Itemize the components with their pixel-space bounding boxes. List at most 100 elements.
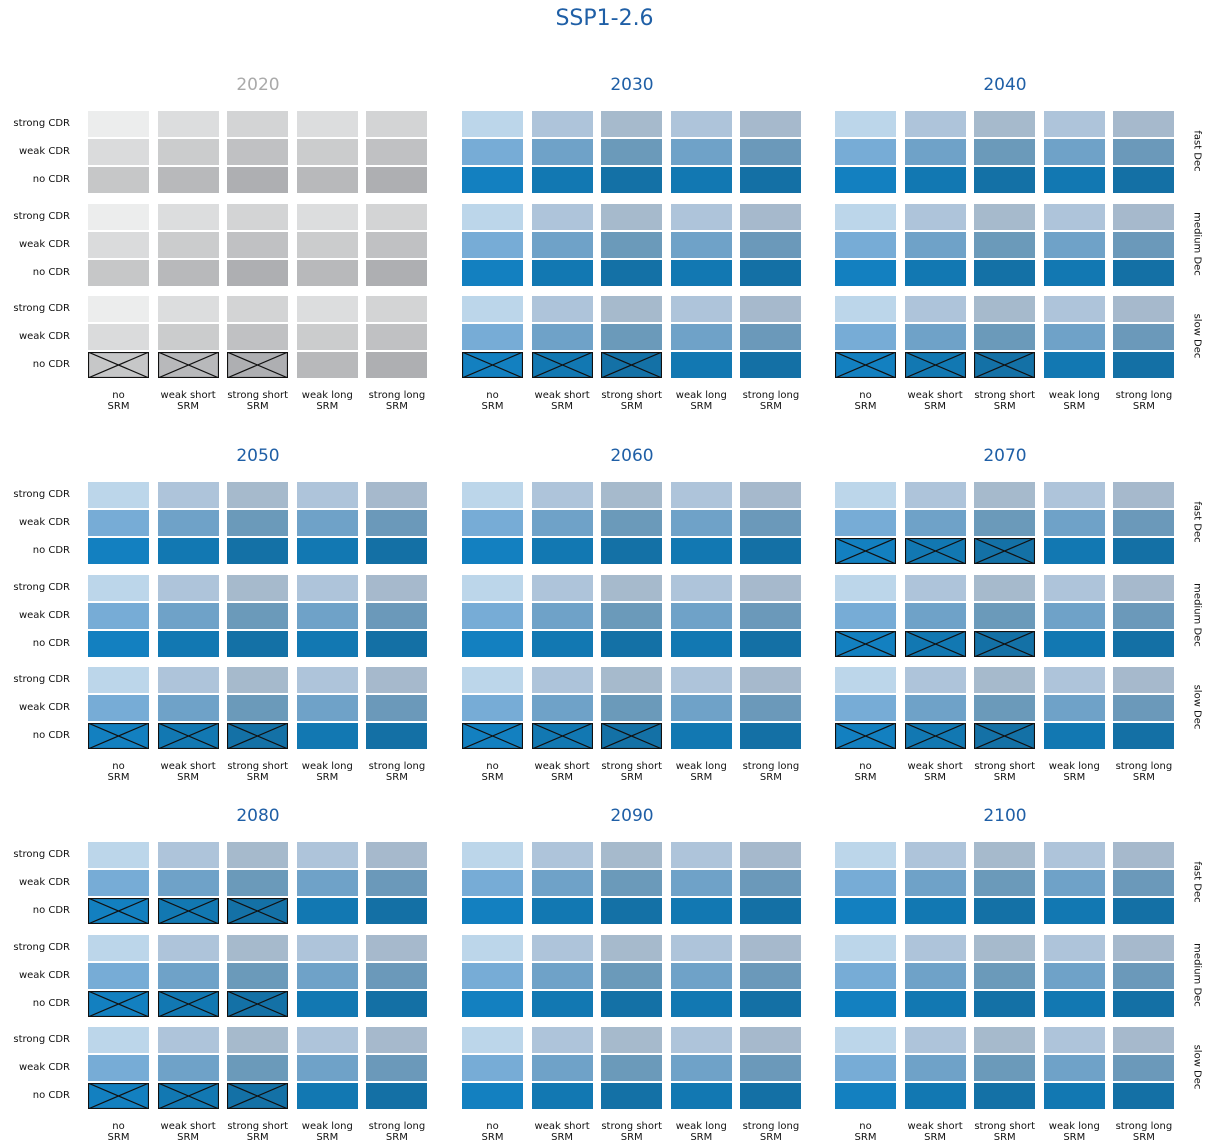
cell — [531, 842, 593, 868]
column-label: strong long SRM — [742, 761, 800, 783]
cell — [740, 898, 802, 924]
cell — [296, 667, 358, 693]
cross — [157, 898, 219, 924]
row-label: no CDR — [32, 359, 70, 370]
column-label: no SRM — [107, 390, 130, 412]
cross — [462, 352, 523, 378]
cell — [366, 630, 428, 657]
cell — [296, 723, 358, 749]
cross — [88, 352, 149, 378]
cell — [227, 695, 289, 721]
cell — [88, 574, 149, 601]
cell — [531, 990, 593, 1017]
cell — [904, 324, 966, 350]
cell — [1113, 574, 1175, 601]
panel-title: 2060 — [610, 446, 654, 466]
cell — [670, 324, 732, 350]
cell — [670, 167, 732, 193]
cell — [974, 723, 1036, 749]
cell — [88, 842, 149, 868]
cell — [1043, 667, 1105, 693]
cell — [157, 324, 219, 350]
column-label: no SRM — [481, 390, 504, 412]
cell — [531, 898, 593, 924]
cell — [1113, 723, 1175, 749]
cell — [531, 934, 593, 961]
cell — [601, 538, 663, 564]
cell — [88, 630, 149, 657]
cell — [835, 934, 896, 961]
cross — [157, 723, 219, 749]
cell — [531, 1027, 593, 1053]
cell — [462, 231, 523, 258]
column-label: weak long SRM — [675, 1121, 727, 1143]
group-label: slow Dec — [1191, 684, 1203, 730]
cell — [974, 482, 1036, 508]
cell — [974, 1027, 1036, 1053]
cell — [296, 510, 358, 536]
cell — [1043, 962, 1105, 989]
cross — [227, 723, 289, 749]
cell — [904, 934, 966, 961]
cross — [835, 630, 896, 657]
cell — [88, 296, 149, 322]
cell — [1043, 1055, 1105, 1081]
cell — [904, 962, 966, 989]
cell — [904, 111, 966, 137]
cell — [601, 574, 663, 601]
cell — [462, 1055, 523, 1081]
column-label: strong short SRM — [227, 390, 289, 412]
cell — [904, 1027, 966, 1053]
cell — [974, 602, 1036, 629]
cell — [366, 231, 428, 258]
column-label: strong long SRM — [368, 390, 426, 412]
cell — [740, 870, 802, 896]
column-label: strong short SRM — [974, 390, 1036, 412]
cell — [835, 1055, 896, 1081]
cell — [157, 259, 219, 286]
cell — [1113, 538, 1175, 564]
cross — [974, 352, 1036, 378]
cell — [462, 324, 523, 350]
cell — [1043, 990, 1105, 1017]
cell — [157, 602, 219, 629]
cell — [88, 1027, 149, 1053]
column-label: weak short SRM — [534, 390, 590, 412]
cell — [740, 695, 802, 721]
group-label: slow Dec — [1191, 313, 1203, 359]
cell — [740, 111, 802, 137]
cell — [1043, 602, 1105, 629]
row-label: no CDR — [32, 637, 70, 649]
cell — [157, 1055, 219, 1081]
cell — [974, 324, 1036, 350]
cell — [670, 139, 732, 165]
column-label: weak short SRM — [534, 1121, 590, 1143]
cell — [974, 538, 1036, 564]
cell — [601, 602, 663, 629]
cell — [531, 231, 593, 258]
column-label: strong short SRM — [601, 390, 663, 412]
cell — [1113, 1083, 1175, 1109]
cell — [974, 231, 1036, 258]
cell — [1043, 352, 1105, 378]
cell — [88, 934, 149, 961]
cell — [296, 167, 358, 193]
cell — [670, 111, 732, 137]
cell — [227, 111, 289, 137]
cell — [601, 296, 663, 322]
cell — [531, 723, 593, 749]
cell — [1043, 1083, 1105, 1109]
cell — [740, 203, 802, 230]
column-label: strong short SRM — [227, 761, 289, 783]
cell — [601, 203, 663, 230]
cell — [1043, 574, 1105, 601]
column-label: no SRM — [107, 761, 130, 783]
cell — [1113, 990, 1175, 1017]
cell — [227, 324, 289, 350]
cross — [88, 990, 149, 1017]
cell — [531, 203, 593, 230]
cell — [670, 667, 732, 693]
cell — [740, 842, 802, 868]
cell — [227, 934, 289, 961]
